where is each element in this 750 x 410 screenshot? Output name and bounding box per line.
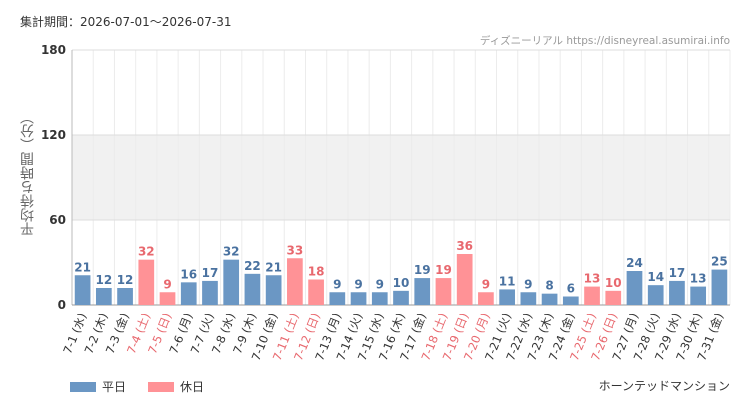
chart-legend: 平日 休日: [70, 378, 204, 395]
legend-label-weekday: 平日: [102, 380, 127, 394]
bar: [647, 285, 664, 305]
bar: [138, 259, 155, 305]
bar-value-label: 36: [456, 239, 473, 253]
bar: [626, 271, 643, 305]
bar-value-label: 11: [499, 274, 516, 288]
y-tick-label: 180: [41, 43, 66, 57]
bar: [202, 280, 218, 305]
legend-label-holiday: 休日: [180, 380, 205, 394]
bar-value-label: 6: [567, 282, 575, 296]
bar-value-label: 24: [626, 256, 643, 270]
bar: [711, 269, 728, 305]
bar: [541, 293, 558, 305]
bar-value-label: 9: [482, 277, 490, 291]
bar-value-label: 9: [376, 277, 384, 291]
bar: [74, 275, 91, 305]
bar: [456, 254, 473, 305]
bar-value-label: 21: [74, 260, 91, 274]
legend-swatch-holiday: [148, 381, 175, 392]
bar: [223, 259, 240, 305]
bar: [244, 273, 261, 305]
bar-value-label: 9: [524, 277, 532, 291]
bar: [308, 279, 324, 305]
bar-value-label: 9: [354, 277, 362, 291]
bar: [605, 290, 622, 305]
bar-value-label: 10: [393, 276, 410, 290]
bar-value-label: 18: [308, 265, 325, 279]
bar-value-label: 17: [669, 266, 686, 280]
bar-value-label: 9: [163, 277, 171, 291]
attraction-name: ホーンテッドマンション: [598, 379, 730, 393]
bar: [393, 290, 409, 305]
bar: [478, 292, 494, 305]
bar-value-label: 32: [223, 245, 240, 259]
bar-value-label: 13: [690, 272, 707, 286]
shaded-band: [72, 135, 730, 220]
bar: [180, 282, 197, 305]
bar: [371, 292, 388, 305]
bar-value-label: 12: [117, 273, 134, 287]
bar: [95, 288, 112, 305]
bar-value-label: 8: [545, 279, 553, 293]
bar: [562, 296, 579, 305]
legend-item-weekday: 平日: [70, 378, 126, 395]
bar-value-label: 32: [138, 245, 155, 259]
y-tick-label: 0: [58, 298, 66, 312]
bar-value-label: 13: [584, 272, 601, 286]
bar-value-label: 12: [95, 273, 112, 287]
y-tick-label: 60: [49, 213, 66, 227]
bar: [287, 258, 303, 305]
bar-value-label: 25: [711, 255, 728, 269]
bar: [520, 292, 537, 305]
y-tick-label: 120: [41, 128, 66, 142]
bar-value-label: 9: [333, 277, 341, 291]
bar: [435, 278, 452, 305]
bar-value-label: 10: [605, 276, 622, 290]
bar: [690, 286, 707, 305]
bar-value-label: 33: [287, 243, 304, 257]
bar-value-label: 19: [435, 263, 452, 277]
legend-item-holiday: 休日: [148, 378, 204, 395]
bar-value-label: 19: [414, 263, 431, 277]
bar: [499, 289, 515, 305]
bar: [265, 275, 282, 305]
bar: [329, 292, 346, 305]
legend-swatch-weekday: [70, 381, 96, 392]
bar-value-label: 17: [202, 266, 219, 280]
bar: [669, 280, 685, 305]
bar: [584, 286, 600, 305]
aggregation-period: 集計期間：2026-07-01～2026-07-31: [20, 15, 232, 29]
bar-value-label: 22: [244, 259, 261, 273]
bar: [117, 288, 133, 305]
bar: [159, 292, 176, 305]
site-credit: ディズニーリアル https://disneyreal.asumirai.inf…: [479, 35, 730, 47]
bar: [350, 292, 367, 305]
bar-value-label: 21: [265, 260, 282, 274]
bar-value-label: 16: [180, 267, 197, 281]
bar: [414, 278, 431, 305]
bar-value-label: 14: [647, 270, 664, 284]
